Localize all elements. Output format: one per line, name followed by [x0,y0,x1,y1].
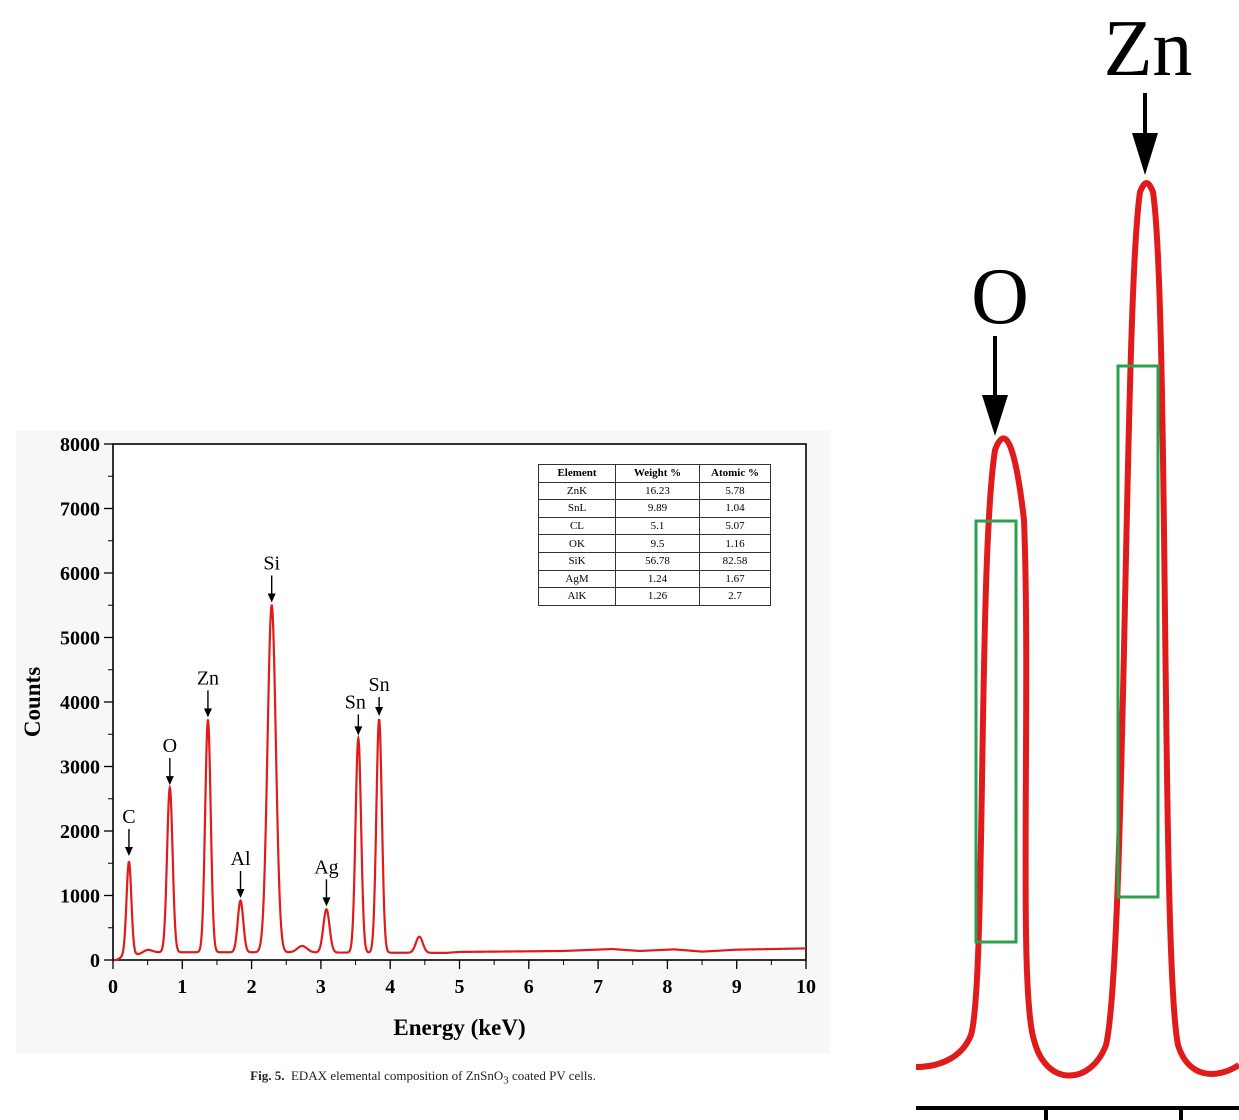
zoom-label-o: O [971,253,1029,341]
table-cell: 2.7 [699,587,771,606]
table-header-weight: Weight % [615,464,700,483]
x-tick-label: 4 [385,976,395,998]
peak-arrow-head-icon [124,847,133,857]
x-tick-label: 0 [108,976,118,998]
zoom-highlight-box-zn [1116,364,1160,899]
x-tick-label: 1 [177,976,187,998]
peak-label-c: C [122,806,135,828]
table-cell: 5.07 [699,516,771,536]
zoom-arrow-head-o-icon [982,395,1008,436]
table-cell: 5.1 [615,516,700,536]
x-tick-label: 6 [524,976,534,998]
table-cell: 5.78 [699,481,771,501]
table-cell: ZnK [538,481,616,501]
table-header-atomic: Atomic % [699,464,771,483]
table-row: AgM 1.24 1.67 [538,569,771,589]
caption-subscript: 3 [503,1074,509,1087]
y-tick-label: 5000 [60,628,100,650]
y-axis-label: Counts [20,667,45,737]
spectrum-series-line [114,604,807,962]
table-cell: 9.5 [615,534,700,553]
table-cell: 1.04 [699,499,771,518]
y-tick-label: 1000 [60,886,100,908]
zoom-highlight-box-o [974,519,1018,944]
peak-arrow-head-icon [236,888,245,898]
x-tick-label: 10 [796,976,816,998]
figure-caption: Fig. 5. EDAX elemental composition of Zn… [0,1068,846,1087]
x-axis-label: Energy (keV) [393,1015,525,1040]
table-cell: AlK [538,587,616,606]
peak-arrow-head-icon [375,707,384,717]
peak-arrow-head-icon [354,726,363,736]
table-cell: AgM [538,569,616,589]
table-cell: 1.24 [615,569,700,589]
table-cell: 16.23 [615,481,700,501]
table-row: ZnK 16.23 5.78 [538,481,771,501]
table-cell: 1.67 [699,569,771,589]
peak-arrow-head-icon [322,897,331,907]
table-cell: OK [538,534,616,553]
table-cell: 1.16 [699,534,771,553]
caption-label: Fig. 5. [250,1068,285,1083]
table-header-row: Element Weight % Atomic % [538,464,771,483]
x-tick-label: 8 [662,976,672,998]
table-row: CL 5.1 5.07 [538,516,771,536]
caption-text-after: coated PV cells. [508,1068,596,1083]
zoom-label-zn: Zn [1104,5,1193,93]
peak-arrow-head-icon [267,593,276,603]
zoom-spectrum-line [916,180,1239,1079]
peak-label-o: O [163,735,177,757]
zoom-inset-chart: O Zn [916,5,1239,1120]
table-cell: 9.89 [615,499,700,518]
table-row: OK 9.5 1.16 [538,534,771,553]
x-tick-label: 9 [732,976,742,998]
y-tick-label: 0 [90,950,100,972]
table-cell: CL [538,516,616,536]
peak-label-ag: Ag [314,856,338,878]
peak-label-al: Al [231,848,251,870]
table-header-element: Element [538,464,616,483]
peak-label-zn: Zn [197,667,219,689]
peak-arrow-head-icon [203,708,212,718]
table-row: AlK 1.26 2.7 [538,587,771,606]
table-cell: 82.58 [699,551,771,571]
table-cell: SiK [538,551,616,571]
table-cell: 1.26 [615,587,700,606]
y-tick-label: 2000 [60,821,100,843]
element-composition-table: Element Weight % Atomic % ZnK 16.23 5.78 S… [538,464,771,606]
peak-label-sn: Sn [369,674,390,696]
peak-label-sn: Sn [345,691,366,713]
table-cell: SnL [538,499,616,518]
x-tick-label: 7 [593,976,603,998]
zoom-arrow-head-zn-icon [1132,133,1158,175]
x-tick-label: 5 [455,976,465,998]
edax-spectrum-figure: 0 1 2 3 4 5 6 7 8 9 10 0 1000 2000 3000 4000 5000 6000 700… [16,431,830,1053]
y-tick-label: 8000 [60,434,100,456]
caption-text: EDAX elemental composition of ZnSnO [290,1068,504,1083]
table-cell: 56.78 [615,551,700,571]
table-row: SiK 56.78 82.58 [538,551,771,571]
y-tick-label: 4000 [60,692,100,714]
x-tick-label: 2 [247,976,257,998]
y-tick-label: 6000 [60,563,100,585]
peak-arrow-head-icon [165,776,174,786]
peak-label-si: Si [263,553,280,575]
x-tick-label: 3 [316,976,326,998]
zoom-inset-panel: O Zn [916,0,1239,1120]
y-tick-label: 3000 [60,757,100,779]
table-row: SnL 9.89 1.04 [538,499,771,518]
y-tick-label: 7000 [60,499,100,521]
